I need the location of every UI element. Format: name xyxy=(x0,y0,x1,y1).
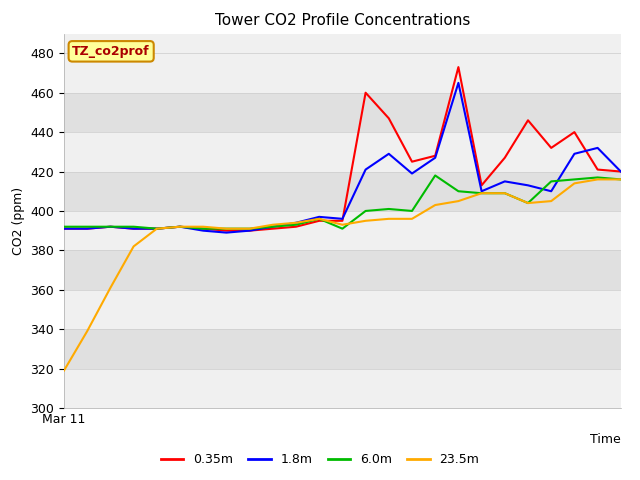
Y-axis label: CO2 (ppm): CO2 (ppm) xyxy=(12,187,25,255)
Bar xyxy=(64,53,621,93)
Bar xyxy=(64,211,621,251)
Bar xyxy=(64,171,621,211)
Bar xyxy=(64,369,621,408)
Bar xyxy=(64,132,621,171)
Bar xyxy=(64,251,621,290)
Bar xyxy=(64,34,621,53)
Bar xyxy=(64,290,621,329)
Legend: 0.35m, 1.8m, 6.0m, 23.5m: 0.35m, 1.8m, 6.0m, 23.5m xyxy=(156,448,484,471)
Text: Time: Time xyxy=(590,433,621,446)
Bar xyxy=(64,329,621,369)
Text: TZ_co2prof: TZ_co2prof xyxy=(72,45,150,58)
Title: Tower CO2 Profile Concentrations: Tower CO2 Profile Concentrations xyxy=(214,13,470,28)
Bar xyxy=(64,93,621,132)
